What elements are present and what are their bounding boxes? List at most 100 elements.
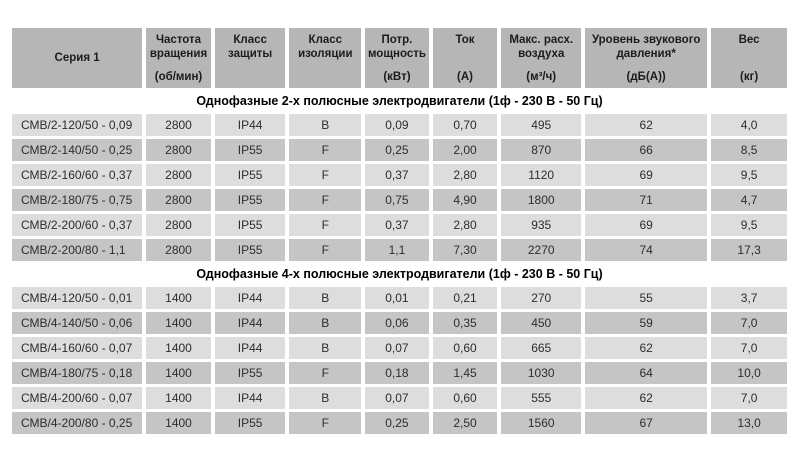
table-row: СМВ/2-160/60 - 0,37 2800 IP55 F 0,37 2,80 1120…: [12, 164, 787, 186]
table-row: СМВ/2-120/50 - 0,09 2800 IP44 B 0,09 0,70 495 6…: [12, 114, 787, 136]
value-cell: 1400: [146, 412, 211, 434]
model-cell: СМВ/4-200/60 - 0,07: [12, 387, 143, 409]
value-cell: 17,3: [711, 239, 787, 261]
table-row: СМВ/4-200/80 - 0,25 1400 IP55 F 0,25 2,50 1560…: [12, 412, 787, 434]
table-row: СМВ/4-200/60 - 0,07 1400 IP44 B 0,07 0,60 555 6…: [12, 387, 787, 409]
table-row: СМВ/4-160/60 - 0,07 1400 IP44 B 0,07 0,60 665 6…: [12, 337, 787, 359]
column-label: Серия 1: [54, 52, 100, 65]
value-cell: F: [289, 164, 362, 186]
column-unit: (кВт): [383, 70, 411, 83]
value-cell: 2,80: [432, 214, 498, 236]
value-cell: 1,45: [432, 362, 498, 384]
column-label: Уровень звукового давления*: [591, 34, 701, 61]
model-cell: СМВ/4-160/60 - 0,07: [12, 337, 143, 359]
value-cell: 450: [501, 312, 582, 334]
column-label: Ток: [455, 34, 475, 46]
table-row: СМВ/2-200/60 - 0,37 2800 IP55 F 0,37 2,80 935 6…: [12, 214, 787, 236]
value-cell: 9,5: [711, 164, 787, 186]
value-cell: 1400: [146, 362, 211, 384]
value-cell: B: [289, 387, 362, 409]
value-cell: IP44: [214, 387, 286, 409]
value-cell: 0,01: [365, 287, 429, 309]
value-cell: 270: [501, 287, 582, 309]
table-header: Серия 1 Частота вращения (об/мин) Класс …: [12, 28, 787, 88]
value-cell: 0,25: [365, 412, 429, 434]
value-cell: 4,90: [432, 189, 498, 211]
table-row: СМВ/4-120/50 - 0,01 1400 IP44 B 0,01 0,21 270 5…: [12, 287, 787, 309]
value-cell: IP44: [214, 114, 286, 136]
value-cell: 2800: [146, 189, 211, 211]
value-cell: 0,70: [432, 114, 498, 136]
value-cell: 62: [585, 387, 708, 409]
value-cell: 495: [501, 114, 582, 136]
motor-spec-table: Серия 1 Частота вращения (об/мин) Класс …: [8, 25, 791, 437]
value-cell: F: [289, 239, 362, 261]
column-unit: (м³/ч): [526, 70, 557, 83]
model-cell: СМВ/4-200/80 - 0,25: [12, 412, 143, 434]
value-cell: IP55: [214, 164, 286, 186]
value-cell: 9,5: [711, 214, 787, 236]
value-cell: B: [289, 287, 362, 309]
value-cell: 1400: [146, 287, 211, 309]
value-cell: 0,21: [432, 287, 498, 309]
value-cell: 0,75: [365, 189, 429, 211]
value-cell: 2,80: [432, 164, 498, 186]
value-cell: 0,60: [432, 337, 498, 359]
value-cell: 0,60: [432, 387, 498, 409]
value-cell: 67: [585, 412, 708, 434]
value-cell: 1030: [501, 362, 582, 384]
value-cell: 0,07: [365, 337, 429, 359]
value-cell: 1800: [501, 189, 582, 211]
section-title-row: Однофазные 4-х полюсные электродвигатели…: [12, 264, 787, 284]
value-cell: F: [289, 214, 362, 236]
value-cell: 555: [501, 387, 582, 409]
value-cell: 4,0: [711, 114, 787, 136]
value-cell: 935: [501, 214, 582, 236]
value-cell: B: [289, 312, 362, 334]
table-row: СМВ/2-200/80 - 1,1 2800 IP55 F 1,1 7,30 2270 74…: [12, 239, 787, 261]
value-cell: 0,25: [365, 139, 429, 161]
column-label: Потр. мощность: [367, 34, 426, 61]
value-cell: 0,37: [365, 164, 429, 186]
value-cell: 69: [585, 214, 708, 236]
value-cell: 1120: [501, 164, 582, 186]
value-cell: IP44: [214, 312, 286, 334]
model-cell: СМВ/2-140/50 - 0,25: [12, 139, 143, 161]
value-cell: 2800: [146, 139, 211, 161]
column-header-protection-class: Класс защиты: [214, 28, 286, 88]
value-cell: 0,06: [365, 312, 429, 334]
value-cell: 2,00: [432, 139, 498, 161]
value-cell: 55: [585, 287, 708, 309]
table-row: СМВ/2-140/50 - 0,25 2800 IP55 F 0,25 2,00 870 6…: [12, 139, 787, 161]
value-cell: 1,1: [365, 239, 429, 261]
column-label: Частота вращения: [149, 34, 208, 61]
column-header-rpm: Частота вращения (об/мин): [146, 28, 211, 88]
column-label: Вес: [738, 34, 760, 46]
column-header-current: Ток (А): [432, 28, 498, 88]
column-label: Класс изоляции: [298, 34, 353, 61]
column-header-power: Потр. мощность (кВт): [365, 28, 429, 88]
value-cell: IP55: [214, 362, 286, 384]
value-cell: 0,37: [365, 214, 429, 236]
value-cell: 1400: [146, 312, 211, 334]
table-row: СМВ/4-140/50 - 0,06 1400 IP44 B 0,06 0,35 450 5…: [12, 312, 787, 334]
value-cell: B: [289, 114, 362, 136]
value-cell: 2800: [146, 164, 211, 186]
model-cell: СМВ/2-160/60 - 0,37: [12, 164, 143, 186]
value-cell: 74: [585, 239, 708, 261]
value-cell: 0,18: [365, 362, 429, 384]
value-cell: 7,0: [711, 387, 787, 409]
section-title: Однофазные 4-х полюсные электродвигатели…: [12, 264, 787, 284]
value-cell: 13,0: [711, 412, 787, 434]
value-cell: 8,5: [711, 139, 787, 161]
value-cell: IP55: [214, 214, 286, 236]
value-cell: 3,7: [711, 287, 787, 309]
value-cell: IP44: [214, 287, 286, 309]
value-cell: 7,0: [711, 312, 787, 334]
value-cell: 62: [585, 337, 708, 359]
section-title-row: Однофазные 2-х полюсные электродвигатели…: [12, 91, 787, 111]
column-header-airflow: Макс. расх. воздуха (м³/ч): [501, 28, 582, 88]
section-title: Однофазные 2-х полюсные электродвигатели…: [12, 91, 787, 111]
value-cell: 2270: [501, 239, 582, 261]
model-cell: СМВ/2-120/50 - 0,09: [12, 114, 143, 136]
